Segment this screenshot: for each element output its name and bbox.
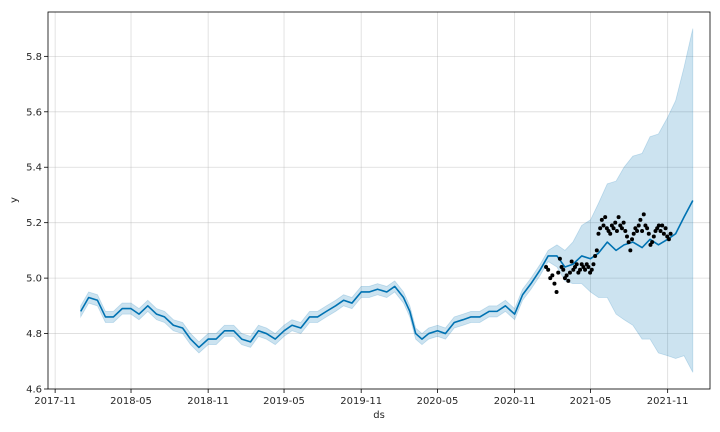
observed-point bbox=[557, 256, 562, 261]
observed-point bbox=[593, 253, 598, 258]
observed-point bbox=[628, 248, 633, 253]
observed-point bbox=[658, 228, 663, 233]
observed-point bbox=[552, 281, 557, 286]
y-tick-label: 5.2 bbox=[26, 218, 42, 229]
x-axis-ticks: 2017-11 2018-05 2018-11 2019-05 2019-11 2020-… bbox=[34, 389, 689, 407]
x-tick-label: 2019-11 bbox=[340, 396, 382, 407]
observed-point bbox=[640, 228, 645, 233]
observed-point bbox=[598, 226, 603, 231]
x-tick-label: 2021-11 bbox=[647, 396, 689, 407]
observed-point bbox=[630, 237, 635, 242]
y-tick-label: 4.8 bbox=[26, 329, 42, 340]
observed-point bbox=[663, 226, 668, 231]
x-tick-label: 2020-05 bbox=[417, 396, 459, 407]
y-tick-label: 5.4 bbox=[26, 163, 42, 174]
observed-point bbox=[660, 223, 665, 228]
observed-point bbox=[651, 234, 656, 239]
observed-point bbox=[601, 223, 606, 228]
observed-point bbox=[567, 270, 572, 275]
x-tick-label: 2020-11 bbox=[494, 396, 536, 407]
observed-point bbox=[564, 273, 569, 278]
observed-point bbox=[594, 248, 599, 253]
x-tick-label: 2017-11 bbox=[34, 396, 76, 407]
y-tick-label: 5.6 bbox=[26, 107, 42, 118]
observed-point bbox=[641, 212, 646, 217]
observed-point bbox=[623, 228, 628, 233]
observed-point bbox=[550, 273, 555, 278]
observed-point bbox=[566, 278, 571, 283]
forecast-line bbox=[80, 200, 694, 349]
observed-point bbox=[603, 215, 608, 220]
observed-point bbox=[666, 237, 671, 242]
observed-point bbox=[544, 265, 549, 270]
plot-frame bbox=[47, 11, 711, 390]
x-axis-label: ds bbox=[373, 410, 385, 421]
observed-point bbox=[561, 267, 566, 272]
observed-point bbox=[589, 267, 594, 272]
observed-point bbox=[619, 226, 624, 231]
observed-point bbox=[624, 234, 629, 239]
observed-point bbox=[656, 223, 661, 228]
observed-point bbox=[586, 265, 591, 270]
x-tick-label: 2021-05 bbox=[570, 396, 612, 407]
observed-point bbox=[554, 289, 559, 294]
y-tick-label: 5.8 bbox=[26, 52, 42, 63]
x-tick-label: 2018-11 bbox=[187, 396, 229, 407]
observed-point bbox=[646, 231, 651, 236]
observed-point bbox=[546, 267, 551, 272]
observed-point bbox=[645, 226, 650, 231]
y-axis-ticks: 4.6 4.8 5.0 5.2 5.4 5.6 5.8 bbox=[26, 52, 48, 396]
observed-point bbox=[650, 240, 655, 245]
observed-point bbox=[635, 228, 640, 233]
observed-point bbox=[614, 228, 619, 233]
observed-point bbox=[631, 231, 636, 236]
observed-point bbox=[661, 231, 666, 236]
uncertainty-interval bbox=[80, 28, 694, 373]
y-tick-label: 5.0 bbox=[26, 274, 42, 285]
observed-point bbox=[608, 231, 613, 236]
observed-point bbox=[616, 215, 621, 220]
observed-point bbox=[556, 270, 561, 275]
x-tick-label: 2018-05 bbox=[110, 396, 152, 407]
observed-point bbox=[638, 217, 643, 222]
observed-point bbox=[548, 276, 553, 281]
observed-point bbox=[578, 267, 583, 272]
observed-point bbox=[668, 231, 673, 236]
observed-point bbox=[583, 267, 588, 272]
observed-points bbox=[544, 212, 673, 294]
y-tick-label: 4.6 bbox=[26, 385, 42, 396]
observed-point bbox=[621, 220, 626, 225]
observed-point bbox=[613, 220, 618, 225]
observed-point bbox=[591, 262, 596, 267]
observed-point bbox=[611, 226, 616, 231]
observed-point bbox=[596, 231, 601, 236]
observed-point bbox=[636, 223, 641, 228]
observed-point bbox=[574, 262, 579, 267]
x-tick-label: 2019-05 bbox=[263, 396, 305, 407]
y-axis-label: y bbox=[9, 197, 20, 203]
observed-point bbox=[599, 217, 604, 222]
observed-point bbox=[626, 240, 631, 245]
observed-point bbox=[569, 259, 574, 264]
